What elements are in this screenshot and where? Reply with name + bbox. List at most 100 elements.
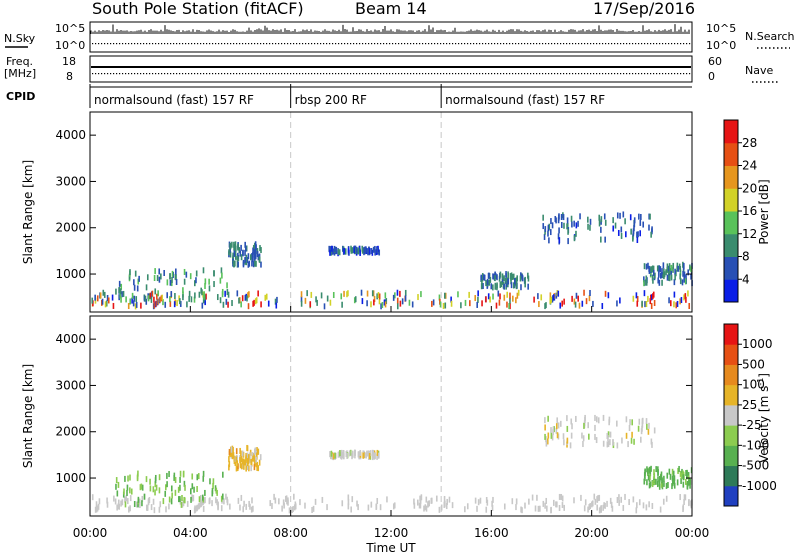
echo-cell [378,298,381,305]
echo-cell [687,290,689,297]
echo-cell [257,448,259,455]
echo-cell [547,230,549,237]
echo-cell [326,504,328,511]
echo-cell [661,483,664,490]
nave-dot [407,73,409,75]
echo-cell [357,247,360,254]
echo-cell [635,292,638,299]
echo-cell [233,457,236,464]
echo-cell [171,277,173,284]
nsearch-tick-low: 10^0 [706,39,736,52]
x-axis-label: Time UT [365,541,416,554]
echo-cell [647,468,649,475]
echo-cell [647,295,649,302]
echo-cell [220,495,223,502]
nave-dot [128,73,130,75]
echo-cell [304,297,307,304]
echo-cell [539,505,541,512]
nave-dot [521,73,523,75]
echo-cell [679,273,681,280]
noise-search-dot [506,43,508,45]
echo-cell [509,297,511,304]
echo-cell [558,504,561,511]
echo-cell [679,278,682,285]
echo-cell [245,455,247,462]
echo-cell [549,229,552,236]
echo-cell [248,291,250,298]
echo-cell [284,495,287,502]
echo-cell [304,502,306,509]
echo-cell [143,493,146,500]
nave-dot [305,73,307,75]
noise-search-dot [527,43,529,45]
echo-cell [292,506,294,513]
y-tick-label: 4000 [55,128,86,142]
echo-cell [555,217,557,224]
nave-dot [515,73,517,75]
nave-dot [623,73,625,75]
echo-cell [660,474,662,481]
echo-cell [516,275,518,282]
echo-cell [466,503,469,510]
echo-cell [229,251,232,258]
echo-cell [241,463,243,470]
echo-cell [352,451,354,458]
echo-cell [519,275,522,282]
echo-cell [442,302,445,309]
noise-search-dot [356,43,358,45]
echo-cell [126,484,129,491]
echo-cell [556,432,559,439]
echo-cell [665,482,668,489]
echo-cell [169,273,171,280]
echo-cell [137,501,139,508]
cpid-segment-label: normalsound (fast) 157 RF [94,93,254,107]
nave-dot [614,73,616,75]
noise-search-dot [194,43,196,45]
nsky-tick-high: 10^5 [55,22,85,35]
echo-cell [486,499,489,506]
echo-cell [162,498,165,505]
noise-search-dot [566,43,568,45]
nave-dot [680,73,682,75]
nave-dot [470,73,472,75]
nave-dot [209,73,211,75]
echo-cell [557,290,560,297]
echo-cell [126,498,129,505]
echo-cell [241,458,244,465]
nave-dot [278,73,280,75]
nave-dot [320,73,322,75]
echo-cell [195,277,197,284]
echo-cell [245,258,248,265]
echo-cell [545,302,547,309]
echo-cell [624,218,626,225]
echo-cell [166,279,169,286]
echo-cell [583,289,585,296]
echo-cell [630,437,633,444]
echo-cell [246,452,249,459]
echo-cell [438,506,441,513]
echo-cell [555,423,558,430]
echo-cell [683,262,685,269]
echo-cell [644,301,646,308]
echo-cell [419,502,422,509]
echo-cell [575,230,577,237]
nave-dot [269,73,271,75]
noise-search-dot [434,43,436,45]
nave-dot [512,73,514,75]
echo-cell [358,246,361,253]
velocity-label-word: Velocity [757,416,771,463]
echo-cell [604,219,607,226]
echo-cell [368,453,371,460]
echo-cell [116,504,118,511]
echo-cell [246,256,249,263]
colorbar-swatch [724,364,738,386]
echo-cell [131,297,133,304]
echo-cell [310,291,313,298]
echo-cell [98,498,101,505]
echo-cell [589,224,591,231]
echo-cell [179,470,182,477]
echo-cell [686,480,689,487]
nave-dot [629,73,631,75]
echo-cell [331,245,333,252]
